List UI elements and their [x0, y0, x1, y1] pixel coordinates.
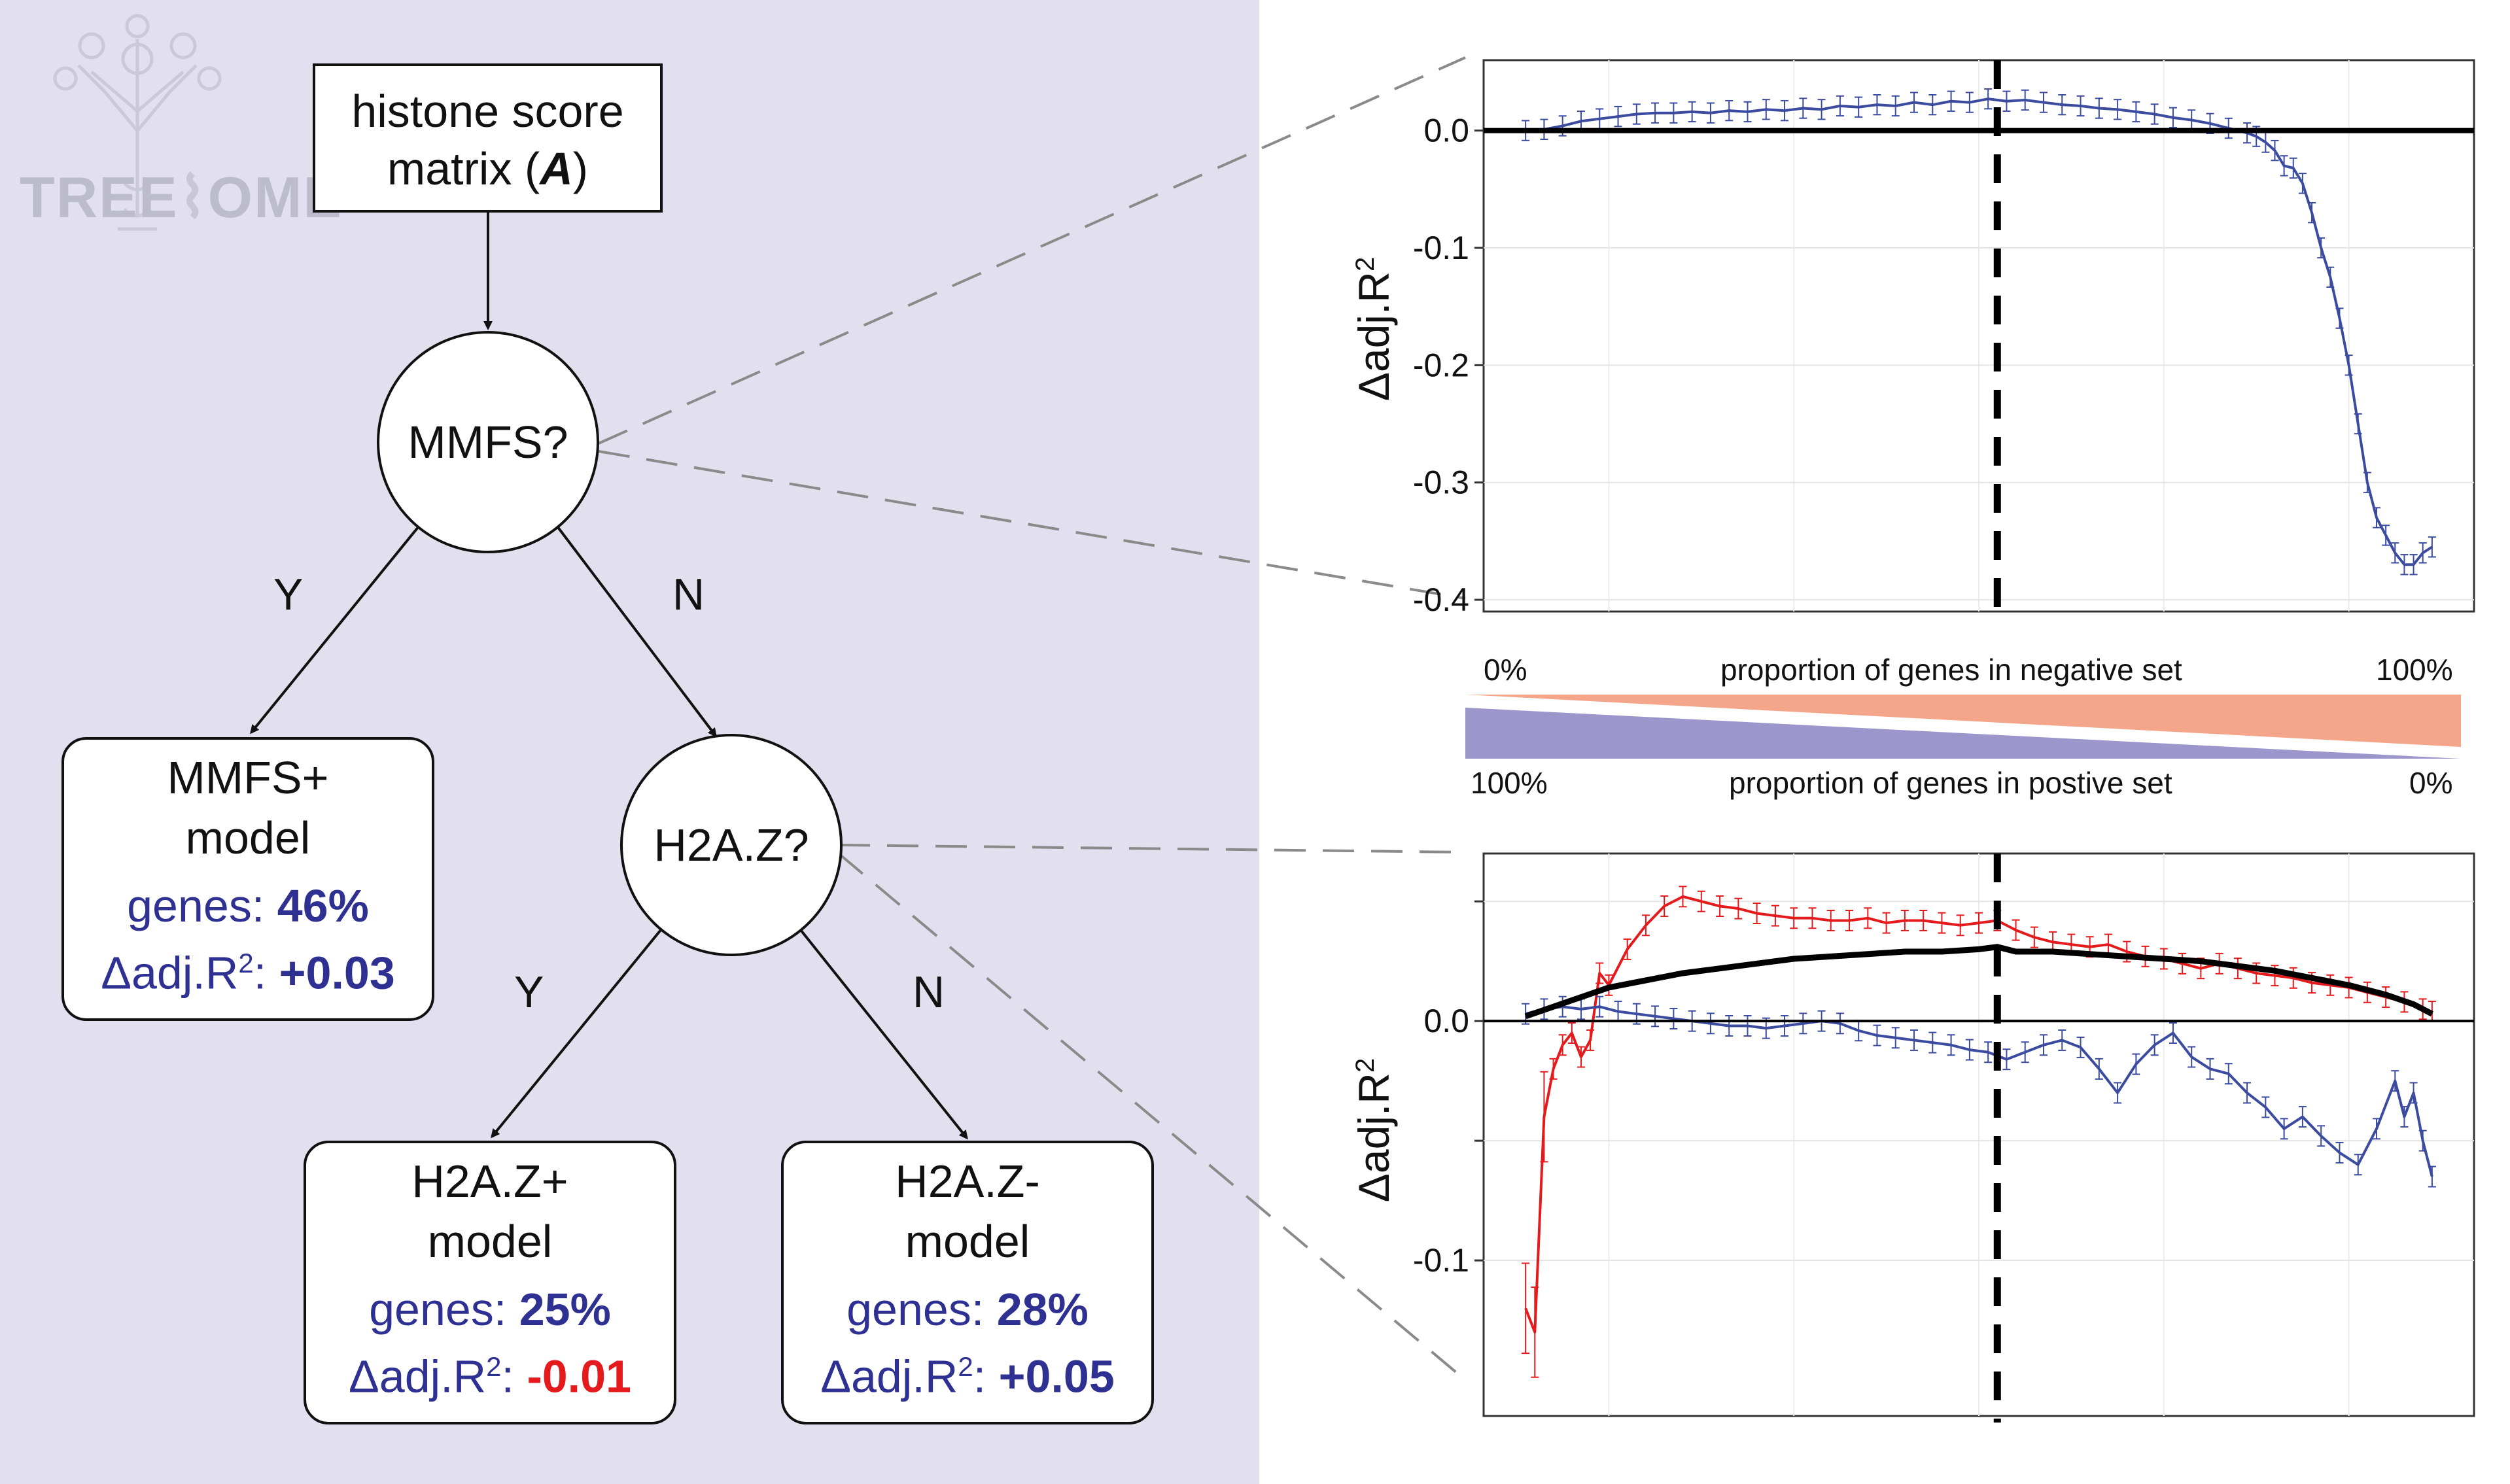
top-ytick-label: -0.2	[1413, 347, 1469, 383]
root-line1: histone score	[351, 86, 624, 137]
h2az-minus-model-box: H2A.Z-model genes: 28% Δadj.R2: +0.05	[781, 1141, 1154, 1424]
top-series-blue	[1525, 97, 2433, 566]
positive-set-wedge	[1465, 708, 2461, 759]
zoom-line-top-1	[598, 56, 1466, 445]
pos-center-label: proportion of genes in postive set	[1729, 766, 2172, 800]
zoom-line-bottom-2	[837, 852, 1467, 1381]
model3-delta: Δadj.R2: +0.05	[820, 1351, 1115, 1402]
root-line2: matrix (A)	[387, 143, 589, 194]
h2az-node: H2A.Z?	[620, 734, 843, 956]
model3-title: H2A.Z-model	[895, 1156, 1040, 1267]
edge-mmfs-yes	[250, 525, 420, 734]
edge-h2az-yes	[491, 929, 662, 1139]
edge-h2az-no	[799, 929, 968, 1140]
edge-label-n1: N	[672, 570, 705, 619]
pos-left-label: 100%	[1471, 766, 1548, 800]
edge-label-y2: Y	[514, 967, 544, 1017]
zoom-line-top-2	[598, 450, 1466, 600]
mmfs-plus-model-box: MMFS+ model genes: 46% Δadj.R2: +0.03	[61, 737, 434, 1021]
model2-genes: genes: 25%	[369, 1284, 611, 1335]
edge-label-n2: N	[913, 967, 945, 1017]
zoom-line-bottom-1	[838, 844, 1466, 854]
model1-delta: Δadj.R2: +0.03	[101, 947, 395, 999]
neg-center-label: proportion of genes in negative set	[1720, 653, 2182, 687]
edge-mmfs-no	[556, 525, 717, 738]
h2az-plus-model-box: H2A.Z+ model genes: 25% Δadj.R2: -0.01	[304, 1141, 676, 1424]
edge-label-y1: Y	[273, 570, 304, 619]
negative-set-wedge	[1465, 695, 2461, 747]
root-box: histone score matrix (A)	[313, 63, 663, 213]
top-ytick-label: -0.1	[1413, 230, 1469, 266]
model3-genes: genes: 28%	[846, 1284, 1089, 1335]
pos-right-label: 0%	[2409, 766, 2453, 800]
model2-delta: Δadj.R2: -0.01	[349, 1351, 631, 1402]
neg-left-label: 0%	[1484, 653, 1527, 687]
mmfs-node: MMFS?	[377, 331, 599, 553]
bottom-ytick-label: -0.1	[1413, 1242, 1469, 1279]
logo-text: TREE⌇OME	[20, 165, 343, 230]
bottom-series-black	[1524, 944, 2433, 1020]
model1-title: MMFS+ model	[167, 752, 329, 863]
model2-title: H2A.Z+ model	[411, 1156, 568, 1267]
top-ytick-label: -0.3	[1413, 464, 1469, 501]
neg-right-label: 100%	[2376, 653, 2453, 687]
bottom-ytick-label: 0.0	[1423, 1003, 1469, 1039]
top-ytick-label: 0.0	[1423, 112, 1469, 149]
model1-genes: genes: 46%	[127, 880, 369, 931]
top-ytick-label: -0.4	[1413, 581, 1469, 618]
